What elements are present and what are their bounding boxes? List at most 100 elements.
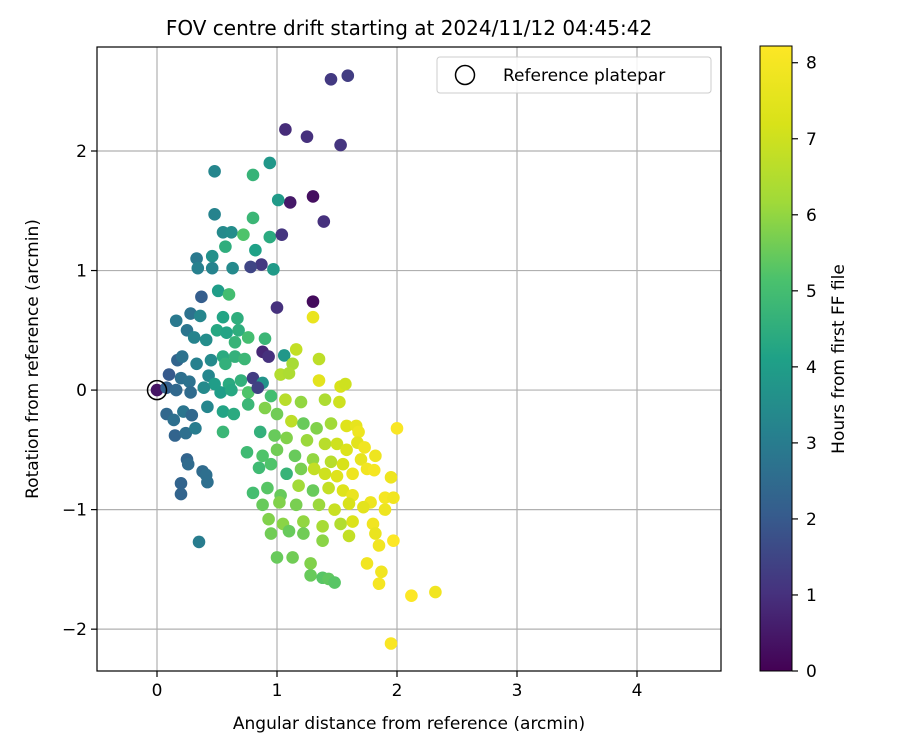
data-point: [208, 165, 221, 178]
data-point: [249, 243, 262, 257]
data-point: [346, 515, 359, 528]
data-point: [279, 123, 292, 136]
data-point: [312, 498, 326, 512]
data-point: [342, 497, 356, 510]
y-axis-label: Rotation from reference (arcmin): [23, 219, 43, 499]
data-point: [357, 500, 370, 514]
data-point: [300, 433, 314, 447]
data-point: [304, 557, 317, 570]
y-tick-label: 0: [76, 381, 87, 401]
colorbar: 0 1 2 3 4 5 6 7 8 Hours from first FF file: [759, 45, 849, 682]
data-point: [214, 386, 227, 399]
y-tick-label: −1: [62, 501, 87, 521]
chart-title: FOV centre drift starting at 2024/11/12 …: [166, 16, 652, 40]
data-point: [328, 503, 341, 516]
data-point: [199, 333, 213, 347]
data-point: [174, 487, 188, 501]
data-point: [189, 422, 202, 435]
data-point: [169, 383, 183, 397]
data-point: [289, 498, 303, 512]
data-point: [262, 512, 275, 526]
data-point: [179, 426, 193, 440]
data-point: [318, 467, 332, 481]
data-point: [195, 290, 208, 304]
data-point: [286, 357, 299, 371]
data-point: [306, 453, 320, 466]
data-point: [246, 168, 260, 182]
data-point: [378, 503, 392, 516]
data-point: [208, 208, 221, 221]
data-point: [264, 527, 278, 540]
data-point: [372, 539, 386, 552]
data-point: [352, 425, 365, 439]
data-point: [241, 331, 255, 344]
data-point: [216, 310, 230, 324]
data-point: [268, 429, 281, 442]
data-point: [306, 484, 320, 497]
data-point: [256, 449, 269, 463]
data-point: [340, 443, 353, 457]
data-point: [405, 589, 418, 602]
data-point: [271, 193, 285, 207]
data-point: [184, 386, 197, 399]
data-point: [330, 437, 344, 451]
data-point: [384, 471, 398, 484]
data-point: [220, 326, 233, 340]
data-point: [367, 463, 381, 477]
legend-label-reference: Reference platepar: [503, 66, 665, 86]
y-tick-label: −2: [62, 620, 87, 640]
data-point: [369, 527, 382, 540]
data-point: [184, 307, 197, 320]
data-point: [258, 332, 272, 345]
data-point: [297, 417, 310, 430]
data-point: [429, 585, 442, 599]
data-point: [346, 467, 359, 481]
colorbar-tick-label: 1: [806, 586, 817, 606]
data-point: [285, 414, 298, 428]
data-point: [270, 551, 284, 564]
data-point: [270, 407, 284, 421]
plot-area-frame: [96, 46, 722, 672]
data-point: [270, 301, 284, 314]
data-point: [205, 261, 219, 275]
data-point: [190, 357, 203, 371]
data-point: [270, 443, 284, 457]
colorbar-tick-label: 6: [806, 206, 817, 226]
y-tick-label: 2: [76, 142, 87, 162]
colorbar-tick-label: 2: [806, 510, 817, 530]
data-point: [228, 350, 242, 363]
data-point: [246, 211, 260, 225]
data-point: [336, 457, 350, 471]
data-point: [222, 288, 236, 301]
data-point: [318, 393, 332, 406]
x-tick-label: 4: [632, 681, 643, 701]
data-point: [275, 228, 289, 241]
x-axis-ticks: 0 1 2 3 4: [152, 671, 643, 701]
data-point: [216, 425, 230, 439]
data-point: [219, 357, 232, 371]
x-tick-label: 0: [152, 681, 163, 701]
data-point: [280, 431, 293, 445]
data-point: [328, 576, 341, 589]
data-point: [219, 240, 232, 253]
data-point: [258, 401, 272, 415]
data-point: [238, 352, 251, 366]
data-point: [288, 449, 302, 463]
data-point: [277, 349, 291, 362]
data-point: [282, 524, 296, 538]
data-point: [227, 407, 241, 421]
grid-lines: [97, 47, 721, 671]
data-point: [252, 461, 266, 475]
x-tick-label: 1: [272, 681, 283, 701]
data-point: [225, 225, 238, 239]
data-point: [183, 375, 196, 389]
data-point: [358, 441, 371, 454]
data-point: [181, 457, 195, 471]
colorbar-tick-label: 5: [806, 282, 817, 302]
data-point: [336, 484, 350, 497]
data-point: [384, 637, 398, 650]
data-point: [334, 138, 347, 152]
data-point: [339, 377, 352, 391]
data-point: [241, 398, 255, 411]
data-point: [264, 389, 278, 403]
